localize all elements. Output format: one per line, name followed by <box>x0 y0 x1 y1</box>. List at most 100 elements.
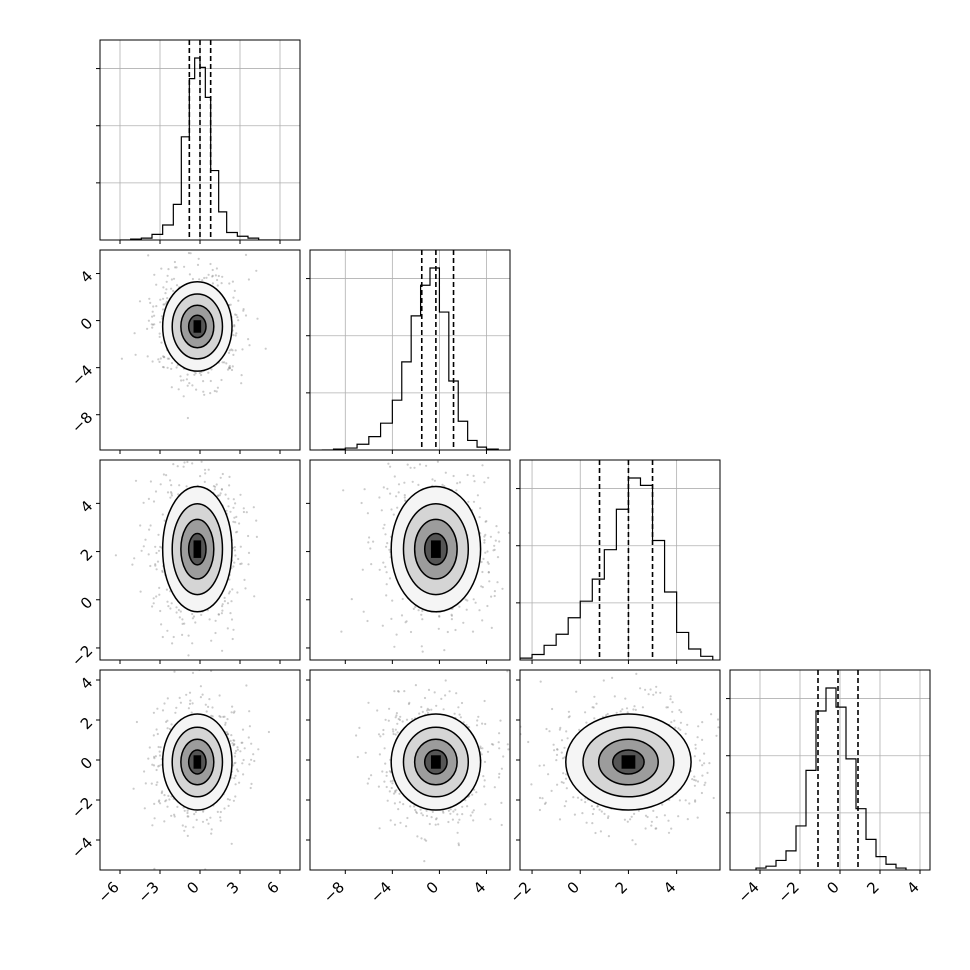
scatter-point <box>355 734 358 737</box>
scatter-point <box>202 810 205 813</box>
scatter-point <box>391 599 394 602</box>
scatter-point <box>158 799 161 802</box>
scatter-point <box>382 728 385 732</box>
contour-line <box>180 304 215 349</box>
scatter-point <box>211 282 214 285</box>
scatter-point <box>666 706 670 709</box>
scatter-point <box>166 727 169 730</box>
scatter-point <box>724 803 726 805</box>
scatter-point <box>539 680 542 683</box>
scatter-point <box>227 804 230 808</box>
scatter-point <box>247 278 250 281</box>
scatter-point <box>581 812 584 815</box>
scatter-point <box>511 516 513 518</box>
scatter-point <box>221 275 224 278</box>
histogram-panel-0 <box>96 39 301 244</box>
x-tick-label: 0 <box>183 878 202 897</box>
scatter-point <box>205 818 208 821</box>
scatter-point <box>481 619 484 622</box>
scatter-point <box>378 568 381 571</box>
scatter-point <box>216 284 219 287</box>
scatter-point <box>242 309 245 312</box>
scatter-point <box>496 556 500 559</box>
scatter-point <box>154 490 158 493</box>
scatter-point <box>634 843 637 846</box>
scatter-point <box>382 486 385 489</box>
scatter-point <box>388 790 391 793</box>
scatter-point <box>674 726 677 729</box>
scatter-point <box>584 711 587 714</box>
scatter-point <box>175 266 178 269</box>
scatter-point <box>486 550 489 553</box>
scatter-point <box>186 373 189 376</box>
scatter-point <box>472 500 476 503</box>
scatter-point <box>168 727 171 731</box>
scatter-point <box>395 633 398 636</box>
scatter-point <box>493 786 496 789</box>
scatter-point <box>148 528 151 531</box>
scatter-point <box>178 484 181 487</box>
x-tick-label: −2 <box>507 878 535 906</box>
y-tick-label: 0 <box>77 754 96 773</box>
scatter-point <box>156 707 159 710</box>
scatter-point <box>153 755 156 759</box>
scatter-point <box>428 822 431 826</box>
scatter-point <box>405 825 408 828</box>
scatter-point <box>398 718 401 722</box>
scatter-point <box>382 527 385 530</box>
scatter-point <box>179 610 182 613</box>
scatter-point <box>203 480 206 483</box>
scatter-point <box>162 303 165 306</box>
panel-frame <box>519 669 721 871</box>
scatter-point <box>213 389 216 393</box>
scatter-point <box>236 748 239 751</box>
scatter-point <box>481 464 484 467</box>
scatter-point <box>226 718 229 721</box>
scatter-point <box>655 816 658 819</box>
scatter-point <box>191 671 195 675</box>
scatter-point <box>386 487 389 490</box>
scatter-point <box>180 379 183 382</box>
scatter-point <box>192 615 196 618</box>
scatter-point <box>580 798 583 802</box>
scatter-point <box>240 382 243 385</box>
scatter-point <box>232 296 235 299</box>
scatter-point <box>173 813 176 816</box>
scatter-point <box>223 596 226 600</box>
scatter-point <box>717 726 720 729</box>
scatter-point <box>158 586 161 590</box>
scatter-point <box>465 608 468 611</box>
scatter-point <box>166 366 169 369</box>
histogram-panel-2 <box>516 459 721 664</box>
contour-line <box>402 502 470 596</box>
scatter-point <box>446 630 449 634</box>
scatter-point <box>691 778 694 781</box>
scatter-point <box>421 710 424 714</box>
scatter-point <box>538 796 542 800</box>
scatter-point <box>205 710 208 713</box>
scatter-point <box>392 730 395 733</box>
scatter-point <box>471 793 474 796</box>
scatter-point <box>398 801 401 804</box>
scatter-point <box>241 741 244 744</box>
scatter-point <box>247 736 250 739</box>
scatter-point <box>634 708 637 712</box>
scatter-point <box>715 734 718 737</box>
x-tick-label: 0 <box>564 878 583 897</box>
scatter-point <box>444 471 447 474</box>
scatter-point <box>156 732 159 736</box>
scatter-point <box>493 548 496 551</box>
scatter-point <box>596 805 599 808</box>
scatter-point <box>188 273 191 276</box>
scatter-point <box>172 463 175 466</box>
scatter-point <box>425 814 429 818</box>
scatter-point <box>490 743 494 746</box>
scatter-point <box>686 723 689 726</box>
scatter-point <box>155 595 158 598</box>
contour-line <box>180 518 215 580</box>
scatter-point <box>493 590 496 593</box>
scatter-point <box>388 577 392 580</box>
scatter-point <box>163 794 166 797</box>
scatter-point <box>147 319 150 322</box>
scatter-point <box>155 783 158 787</box>
